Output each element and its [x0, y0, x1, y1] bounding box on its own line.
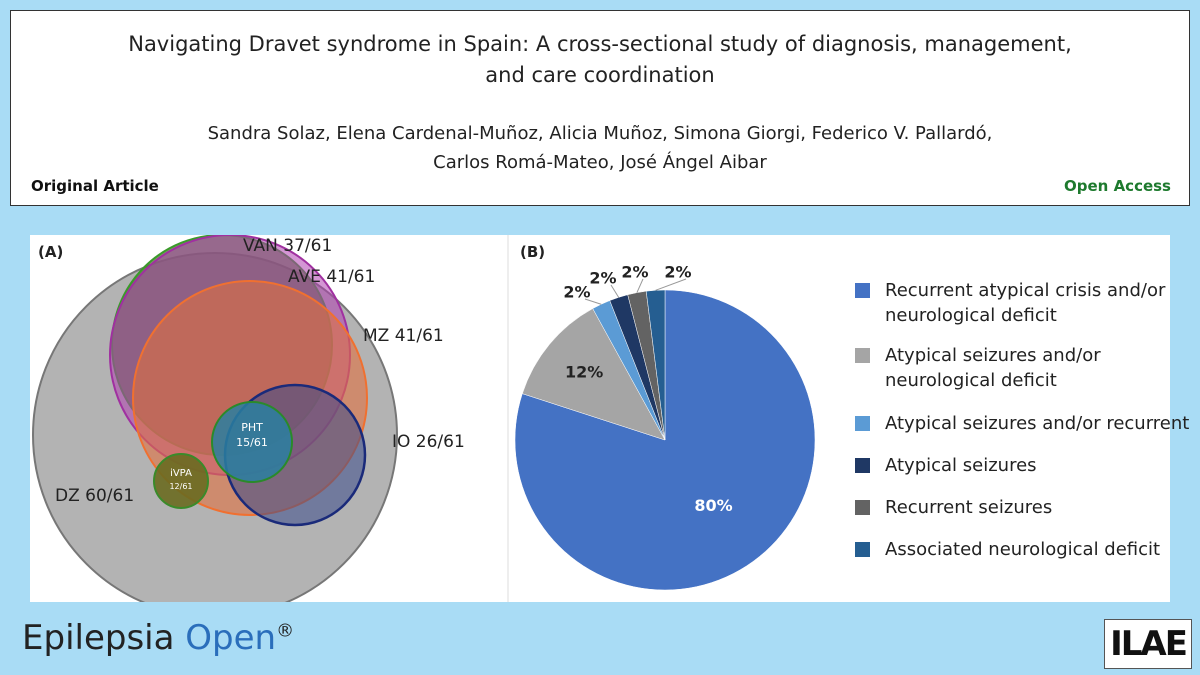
legend-label: Associated neurological deficit	[885, 539, 1161, 560]
figure: (A) VAN 37/61 AVE 41/61 MZ 41/61 IO 26/6…	[30, 235, 1189, 602]
value-label: 2%	[563, 283, 590, 302]
value-label: 2%	[589, 269, 616, 288]
authors: Sandra Solaz, Elena Cardenal-Muñoz, Alic…	[11, 119, 1189, 177]
legend-label: Recurrent seizures	[885, 497, 1053, 518]
venn-label: DZ 60/61	[55, 486, 134, 506]
figure-svg: (A) VAN 37/61 AVE 41/61 MZ 41/61 IO 26/6…	[32, 235, 816, 602]
leader-line	[584, 298, 602, 305]
legend-label: Atypical seizures and/or recurrent	[885, 413, 1190, 434]
venn-label: iVPA	[170, 468, 192, 479]
title-line: and care coordination	[485, 63, 715, 87]
logo: ILAE	[1104, 619, 1192, 669]
value-label: 2%	[664, 263, 691, 282]
legend-swatch	[855, 542, 870, 557]
legend-swatch	[855, 500, 870, 515]
value-label: 12%	[565, 363, 603, 382]
venn	[32, 235, 398, 602]
header: Navigating Dravet syndrome in Spain: A c…	[10, 10, 1190, 206]
title: Navigating Dravet syndrome in Spain: A c…	[11, 29, 1189, 91]
value-label: 80%	[694, 496, 732, 515]
journal-name: Epilepsia Open®	[22, 618, 294, 658]
mark: ®	[276, 620, 295, 642]
legend-swatch	[855, 348, 870, 363]
title-line: Navigating Dravet syndrome in Spain: A c…	[128, 32, 1072, 56]
venn-label: VAN 37/61	[243, 236, 332, 256]
legend-label: Atypical seizures	[885, 455, 1037, 476]
leader-line	[636, 278, 644, 293]
venn-label: MZ 41/61	[363, 326, 444, 346]
venn-label: 15/61	[236, 436, 268, 449]
article-type: Original Article	[31, 177, 159, 195]
journal-accent: Open	[185, 618, 277, 658]
legend-swatch	[855, 416, 870, 431]
pie-slice	[522, 308, 666, 441]
venn-labels: (A) VAN 37/61 AVE 41/61 MZ 41/61 IO 26/6…	[38, 236, 465, 506]
author-line: Carlos Romá-Mateo, José Ángel Aibar	[433, 152, 767, 173]
journal-main: Epilepsia	[22, 618, 175, 658]
pie-slice	[645, 289, 666, 441]
pie: 80%12%2%2% 2% 2%	[514, 263, 816, 591]
panel-label: (B)	[520, 243, 545, 261]
legend-swatch	[855, 458, 870, 473]
venn-label: PHT	[241, 421, 263, 434]
value-label: 2%	[621, 263, 648, 282]
venn-label: IO 26/61	[392, 432, 465, 452]
leader-line	[610, 284, 620, 298]
venn-label: 12/61	[169, 482, 192, 491]
venn-label: AVE 41/61	[288, 267, 375, 287]
legend-label: Atypical seizures and/or neurological de…	[885, 345, 1101, 391]
panel-label: (A)	[38, 243, 63, 261]
ivpa-circle	[153, 453, 209, 509]
legend-label: Recurrent atypical crisis and/or neurolo…	[885, 280, 1166, 326]
legend-swatch	[855, 283, 870, 298]
pht-circle	[211, 401, 293, 483]
access: Open Access	[1064, 177, 1171, 195]
author-line: Sandra Solaz, Elena Cardenal-Muñoz, Alic…	[207, 123, 993, 144]
leader-line	[655, 278, 687, 291]
